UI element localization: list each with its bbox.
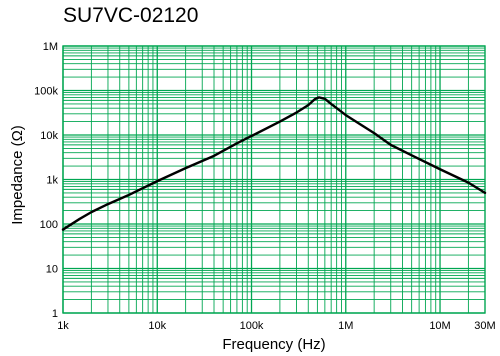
x-tick-label: 10M: [429, 320, 450, 332]
major-grid: [62, 45, 486, 314]
y-tick-label: 100k: [34, 86, 58, 98]
x-tick-labels: 1k 10k 100k 1M 10M 30M: [57, 320, 496, 332]
y-tick-label: 1: [52, 308, 58, 320]
y-tick-label: 100: [40, 219, 58, 231]
y-tick-label: 1k: [46, 175, 58, 187]
y-tick-label: 1M: [43, 41, 58, 53]
x-tick-label: 100k: [240, 320, 264, 332]
x-axis-label: Frequency (Hz): [222, 336, 325, 353]
x-tick-label: 1M: [338, 320, 353, 332]
chart-title: SU7VC-02120: [63, 4, 199, 27]
y-tick-label: 10: [46, 264, 58, 276]
plot-frame: [62, 45, 486, 314]
impedance-series-line: [61, 96, 487, 231]
x-tick-label: 1k: [57, 320, 69, 332]
y-axis-label: Impedance (Ω): [9, 125, 26, 225]
x-tick-label: 30M: [474, 320, 495, 332]
y-tick-label: 10k: [40, 130, 58, 142]
y-tick-labels: 1 10 100 1k 10k 100k 1M: [34, 41, 58, 320]
x-tick-label: 10k: [148, 320, 166, 332]
